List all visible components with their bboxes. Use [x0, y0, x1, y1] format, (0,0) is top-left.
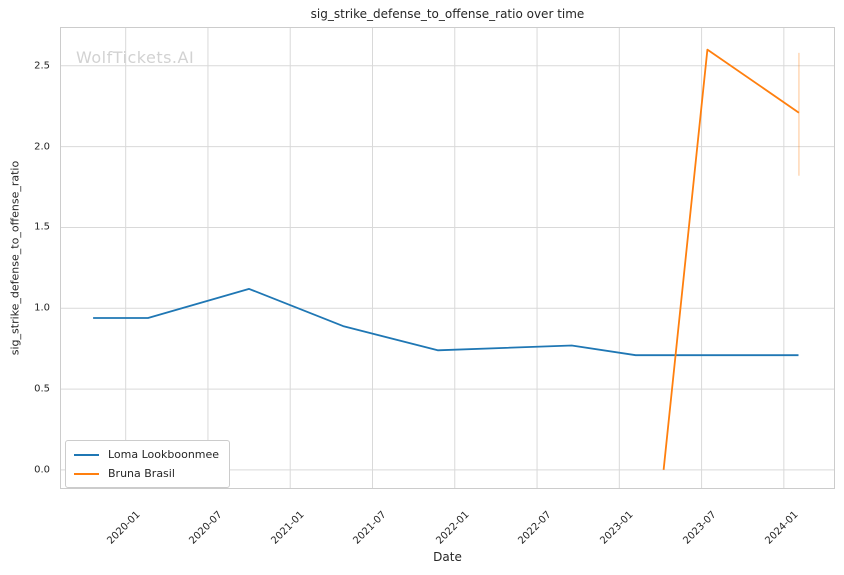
legend: Loma Lookboonmee Bruna Brasil: [65, 440, 231, 488]
series-line-0: [93, 287, 799, 357]
watermark: WolfTickets.AI: [76, 48, 195, 67]
x-tick-label: 2022-01: [434, 509, 472, 547]
legend-item: Loma Lookboonmee: [74, 445, 219, 464]
x-tick-label: 2022-07: [516, 509, 554, 547]
y-tick-label: 0.0: [34, 464, 50, 476]
legend-label: Loma Lookboonmee: [108, 448, 220, 461]
y-tick-label: 1.5: [34, 221, 50, 233]
x-tick-label: 2023-07: [680, 509, 719, 547]
y-tick-label: 1.0: [34, 302, 50, 314]
plot-svg: [60, 27, 835, 489]
y-tick-label: 2.5: [34, 60, 50, 72]
x-tick-label: 2020-01: [105, 509, 143, 547]
legend-item: Bruna Brasil: [74, 464, 219, 483]
legend-line-swatch: [74, 472, 99, 475]
plot-area: [60, 27, 835, 489]
y-axis-label: sig_strike_defense_to_offense_ratio: [8, 160, 22, 356]
y-tick-label: 0.5: [34, 383, 50, 395]
plot-border: [60, 27, 835, 489]
legend-line-swatch: [74, 453, 99, 456]
x-tick-label: 2021-07: [351, 509, 390, 547]
legend-label: Bruna Brasil: [108, 467, 175, 480]
x-tick-label: 2021-01: [269, 509, 307, 547]
x-tick-label: 2020-07: [187, 509, 225, 547]
series-line-1: [662, 48, 800, 470]
y-tick-label: 2.0: [34, 141, 50, 153]
x-tick-label: 2023-01: [598, 509, 636, 547]
x-axis-label: Date: [433, 550, 462, 564]
chart-title: sig_strike_defense_to_offense_ratio over…: [310, 7, 585, 21]
x-tick-label: 2024-01: [763, 509, 801, 547]
